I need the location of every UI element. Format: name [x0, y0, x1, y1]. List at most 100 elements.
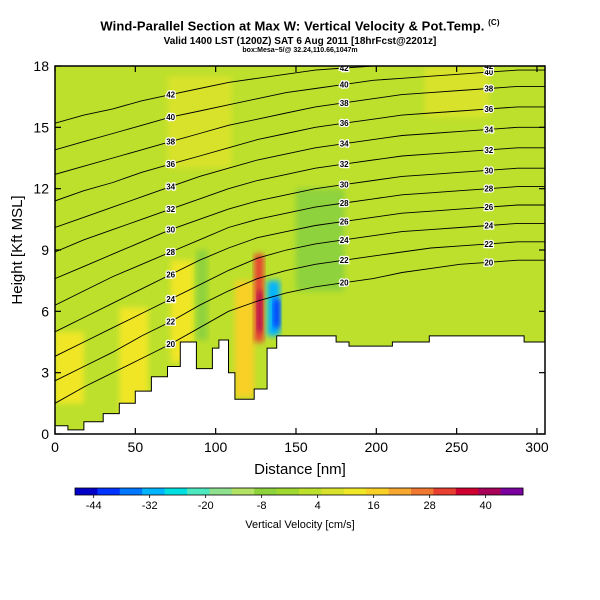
isentrope-label: 36 — [484, 105, 493, 114]
colorbar-swatch — [142, 488, 166, 495]
colorbar-tick-label: 40 — [480, 500, 492, 512]
colorbar-swatch — [478, 488, 502, 495]
y-tick-label: 12 — [33, 181, 49, 197]
colorbar-swatch — [411, 488, 434, 495]
x-tick-label: 0 — [51, 439, 59, 455]
isentrope-label: 28 — [340, 199, 349, 208]
downdraft-cell-4 — [295, 188, 345, 291]
x-tick-label: 100 — [204, 439, 228, 455]
isentrope-20 — [55, 259, 545, 404]
copyright-mark: (C) — [488, 18, 500, 27]
isentrope-label: 36 — [340, 119, 349, 128]
colorbar-swatch — [97, 488, 121, 495]
isentrope-lines: 20 20 20 22 22 22 24 24 24 26 26 26 28 28 28 30 30 30 32 32… — [55, 62, 545, 404]
isentrope-label: 28 — [484, 185, 493, 194]
isentrope-label: 24 — [166, 295, 175, 304]
isentrope-label: 28 — [166, 248, 175, 257]
updraft-cell-3 — [170, 260, 194, 363]
isentrope-34 — [55, 126, 545, 228]
isentrope-label: 34 — [340, 140, 349, 149]
colorbar-swatch — [276, 488, 300, 495]
isentrope-36 — [55, 106, 545, 202]
isentrope-label: 22 — [166, 318, 175, 327]
isentrope-22 — [55, 241, 545, 382]
colorbar-swatch — [500, 488, 524, 495]
colorbar-swatch — [321, 488, 345, 495]
downdraft-cell-2 — [273, 299, 280, 328]
x-tick-label: 300 — [525, 439, 549, 455]
colorbar-swatch — [455, 488, 479, 495]
y-tick-label: 9 — [41, 242, 49, 258]
colorbar: -44 -32 -20 -8 4 16 28 40 Vertical Velocity [cm/… — [74, 487, 524, 531]
isentrope-label: 22 — [484, 240, 493, 249]
isentrope-32 — [55, 147, 545, 253]
colorbar-swatch — [119, 488, 143, 495]
isentrope-label: 20 — [340, 279, 349, 288]
y-tick-label: 0 — [41, 426, 49, 442]
x-tick-label: 150 — [284, 439, 308, 455]
colorbar-swatch — [254, 488, 278, 495]
isentrope-label: 42 — [166, 91, 175, 100]
isentrope-label: 30 — [484, 166, 493, 175]
updraft-cell-7 — [167, 76, 232, 169]
y-tick-label: 18 — [33, 58, 49, 74]
updraft-cell-6 — [257, 290, 263, 332]
colorbar-label: Vertical Velocity [cm/s] — [245, 519, 354, 531]
isentrope-40 — [55, 69, 545, 151]
isentrope-label: 30 — [340, 181, 349, 190]
colorbar-tick-label: -20 — [198, 500, 214, 512]
colorbar-swatch — [164, 488, 188, 495]
x-tick-label: 50 — [128, 439, 144, 455]
isentrope-42 — [55, 66, 545, 124]
isentrope-28 — [55, 186, 545, 306]
isentrope-label: 40 — [484, 68, 493, 77]
colorbar-tick-label: 28 — [424, 500, 436, 512]
x-tick-label: 200 — [365, 439, 389, 455]
velocity-cells — [55, 66, 489, 422]
colorbar-swatch — [75, 488, 98, 495]
colorbar-tick-label: 4 — [315, 500, 321, 512]
colorbar-swatch — [209, 488, 233, 495]
y-axis-label: Height [Kft MSL] — [9, 195, 26, 304]
isentrope-label: 26 — [166, 271, 175, 280]
isentrope-24 — [55, 222, 545, 357]
isentrope-label: 32 — [166, 205, 175, 214]
isentrope-label: 26 — [340, 217, 349, 226]
x-axis-label: Distance [nm] — [254, 461, 346, 478]
isentrope-label: 42 — [340, 64, 349, 73]
location-note: box:Mesa~5/@ 32.24,110.66,1047m — [242, 47, 358, 54]
colorbar-frame — [74, 487, 524, 496]
isentrope-label: 40 — [166, 113, 175, 122]
colorbar-tick-label: -44 — [86, 500, 102, 512]
colorbar-tick-label: -32 — [142, 500, 158, 512]
colorbar-swatch — [231, 488, 255, 495]
y-tick-label: 6 — [41, 303, 49, 319]
colorbar-tick-label: 16 — [368, 500, 380, 512]
isentrope-38 — [55, 85, 545, 175]
colorbar-swatch — [433, 488, 457, 495]
isentrope-label: 32 — [484, 146, 493, 155]
isentrope-label: 34 — [166, 183, 175, 192]
updraft-cell-4 — [234, 280, 255, 398]
terrain — [55, 335, 545, 434]
isentrope-label: 20 — [484, 258, 493, 267]
isentrope-label: 38 — [484, 84, 493, 93]
isentrope-label: 32 — [340, 160, 349, 169]
isentrope-label: 42 — [484, 62, 493, 71]
isentrope-label: 22 — [340, 256, 349, 265]
updraft-cell-2 — [55, 331, 84, 404]
isentrope-30 — [55, 167, 545, 280]
colorbar-swatch — [343, 488, 367, 495]
y-tick-label: 3 — [41, 365, 49, 381]
chart-title-text: Wind-Parallel Section at Max W: Vertical… — [100, 18, 485, 34]
isentrope-label: 34 — [484, 125, 493, 134]
isentrope-label: 20 — [166, 340, 175, 349]
chart-title: Wind-Parallel Section at Max W: Vertical… — [0, 18, 600, 33]
colorbar-tick-label: -8 — [257, 500, 267, 512]
isentrope-label: 26 — [484, 203, 493, 212]
isentrope-label: 38 — [166, 138, 175, 147]
plot-area: 20 20 20 22 22 22 24 24 24 26 26 26 28 28 28 30 30 30 32 32… — [55, 62, 545, 434]
isentrope-label: 36 — [166, 160, 175, 169]
